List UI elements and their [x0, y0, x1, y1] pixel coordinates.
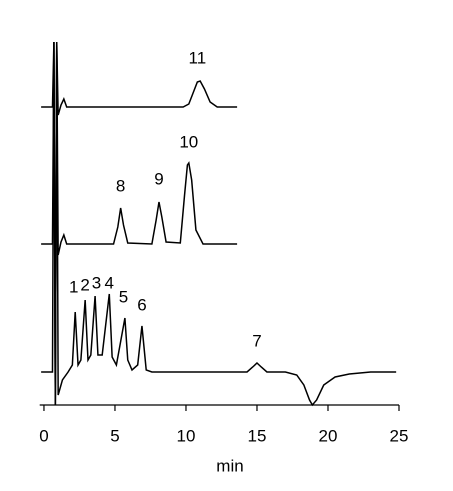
x-tick-label: 0 — [39, 426, 48, 445]
x-tick-label: 25 — [390, 426, 409, 445]
trace — [41, 41, 397, 407]
peak-label: 3 — [92, 273, 101, 292]
peak-label: 8 — [116, 176, 125, 195]
peak-label: 6 — [137, 295, 146, 314]
peak-label: 5 — [119, 287, 128, 306]
peak-label: 9 — [154, 169, 163, 188]
peak-label: 10 — [179, 132, 198, 151]
peak-label: 7 — [252, 331, 261, 350]
x-tick-label: 20 — [319, 426, 338, 445]
peak-label: 11 — [189, 48, 207, 67]
x-tick-label: 5 — [110, 426, 119, 445]
x-tick-label: 15 — [248, 426, 267, 445]
peak-label: 2 — [80, 275, 89, 294]
peak-label: 1 — [69, 277, 78, 296]
x-tick-label: 10 — [177, 426, 196, 445]
peak-label: 4 — [105, 273, 114, 292]
x-axis-label: min — [216, 456, 243, 475]
